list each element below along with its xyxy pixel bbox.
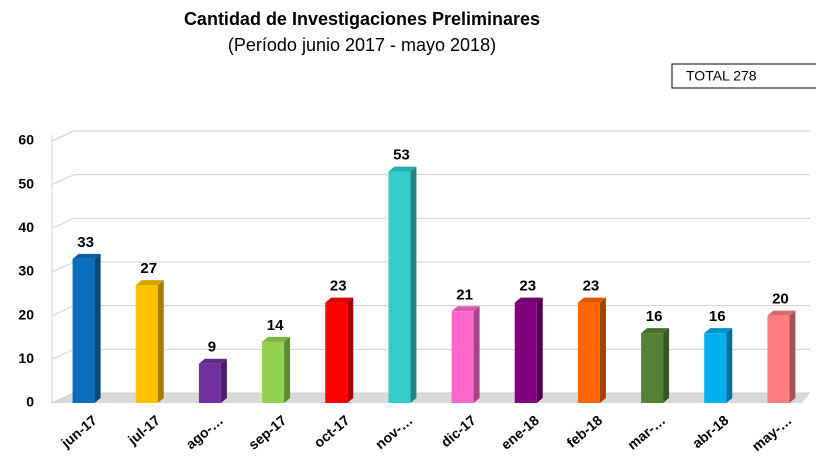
chart-title: Cantidad de Investigaciones Preliminares — [184, 9, 540, 29]
x-tick-label: jun-17 — [57, 412, 100, 452]
bar-side — [347, 297, 354, 403]
bar-top — [262, 336, 291, 342]
bar-side — [220, 358, 227, 403]
x-tick-label: ago-… — [183, 412, 227, 452]
bar-top — [577, 297, 606, 303]
data-label: 23 — [330, 278, 347, 295]
y-tick-label: 50 — [18, 175, 34, 191]
bar-top — [325, 297, 354, 303]
bar-side — [157, 280, 164, 403]
bar-side — [94, 253, 101, 403]
bar-top — [72, 253, 101, 259]
grid-line — [51, 174, 810, 186]
bar — [641, 333, 664, 403]
grid-line — [51, 305, 810, 317]
bar-top — [704, 328, 733, 334]
total-annotation: TOTAL 278 — [686, 68, 757, 84]
bar-top — [641, 328, 670, 334]
y-tick-label: 10 — [18, 350, 34, 366]
x-tick-label: nov-… — [372, 412, 416, 452]
bar — [514, 302, 537, 403]
y-tick-label: 0 — [26, 394, 34, 410]
bar-top — [388, 166, 417, 172]
bar — [577, 302, 600, 403]
floor — [52, 393, 810, 403]
data-label: 16 — [646, 308, 663, 325]
grid-line — [51, 348, 810, 360]
bar-top — [451, 306, 480, 312]
x-tick-label: jul-17 — [124, 412, 163, 449]
x-tick-label: abr-18 — [689, 412, 732, 451]
data-label: 14 — [267, 317, 284, 334]
x-tick-label: sep-17 — [245, 412, 289, 453]
data-label: 21 — [456, 286, 473, 303]
x-tick-label: mar-… — [624, 412, 668, 453]
bar-side — [663, 328, 670, 403]
data-label: 27 — [140, 260, 157, 277]
bar — [325, 302, 348, 403]
bar-side — [599, 297, 606, 403]
bar — [198, 363, 221, 403]
bar — [135, 285, 158, 403]
bar-side — [536, 297, 543, 403]
bar — [388, 171, 411, 403]
bar — [262, 341, 285, 403]
data-label: 33 — [77, 234, 94, 251]
y-tick-label: 40 — [18, 219, 34, 235]
x-tick-label: oct-17 — [311, 412, 353, 451]
grid-line — [51, 217, 810, 229]
data-label: 23 — [583, 278, 600, 295]
bar-top — [514, 297, 543, 303]
x-tick-label: may-… — [749, 412, 795, 454]
bar-side — [473, 306, 480, 403]
x-tick-label: dic-17 — [438, 412, 479, 450]
data-label: 23 — [519, 278, 536, 295]
bar — [704, 333, 727, 403]
data-label: 16 — [709, 308, 726, 325]
bar — [451, 311, 474, 403]
bar-side — [789, 310, 796, 403]
data-label: 53 — [393, 147, 410, 164]
bar-top — [135, 280, 164, 286]
bar — [767, 315, 790, 403]
bar-side — [284, 336, 291, 403]
data-label: 9 — [208, 339, 216, 356]
grid-line — [51, 261, 810, 273]
total-box — [671, 63, 816, 89]
y-tick-label: 30 — [18, 263, 34, 279]
data-label: 20 — [772, 291, 789, 308]
chart-subtitle: (Período junio 2017 - mayo 2018) — [228, 35, 496, 55]
bar-top — [198, 358, 227, 364]
y-tick-label: 20 — [18, 306, 34, 322]
bar-side — [410, 166, 417, 403]
bar — [72, 258, 95, 403]
y-tick-label: 60 — [18, 132, 34, 148]
x-tick-label: feb-18 — [563, 412, 605, 451]
bar-side — [726, 328, 733, 403]
x-tick-label: ene-18 — [498, 412, 542, 453]
bar-top — [767, 310, 796, 316]
grid-line — [51, 130, 810, 142]
